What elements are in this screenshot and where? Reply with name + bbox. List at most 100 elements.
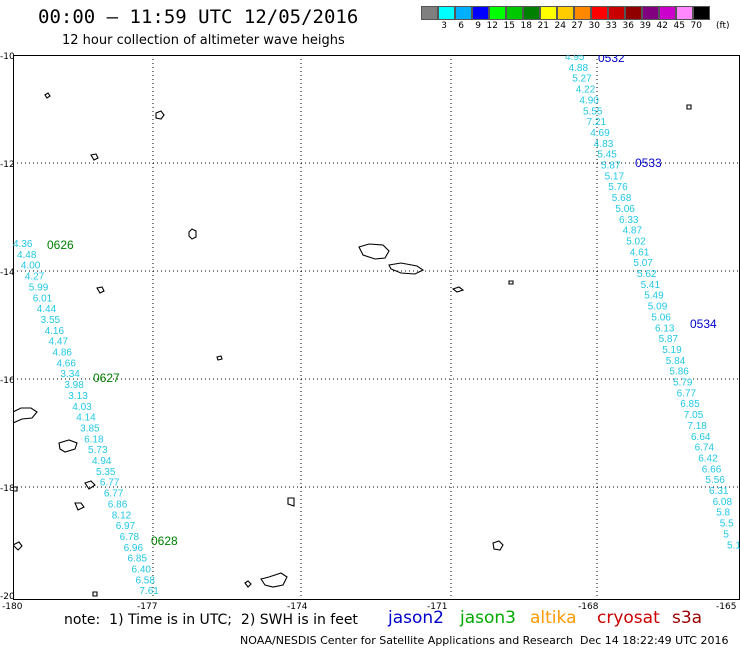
- legend-label: 45: [673, 21, 685, 31]
- legend-swatch: [574, 6, 591, 20]
- wave-height-value: 4.88: [569, 63, 589, 74]
- wave-height-value: 5.07: [633, 258, 653, 269]
- wave-height-value: 6.85: [128, 554, 148, 565]
- wave-height-value: 6.58: [135, 575, 155, 586]
- chart-title: 00:00 – 11:59 UTC 12/05/2016: [38, 6, 359, 28]
- legend-swatch: [591, 6, 608, 20]
- coastlines: [13, 92, 692, 597]
- map-grid: [13, 55, 740, 600]
- wave-height-value: 6.40: [132, 565, 152, 576]
- legend-label: 24: [554, 21, 566, 31]
- wave-height-value: 5.35: [96, 467, 116, 478]
- satellite-s3a: s3a: [672, 608, 703, 628]
- wave-height-value: 8.12: [112, 510, 132, 521]
- y-tick-label: -12: [0, 160, 15, 170]
- legend-swatch: [489, 6, 506, 20]
- legend-label: 70: [690, 21, 702, 31]
- wave-height-value: 4.87: [623, 226, 643, 237]
- legend-label: 42: [656, 21, 668, 31]
- legend-label: 21: [537, 21, 549, 31]
- wave-height-value: 5: [723, 529, 729, 540]
- x-tick-label: -177: [137, 602, 158, 612]
- wave-height-value: 5.06: [615, 204, 635, 215]
- wave-height-value: 5.02: [626, 236, 646, 247]
- wave-height-value: 5.27: [572, 74, 592, 85]
- satellite-jason2: jason2: [388, 608, 444, 628]
- satellite-cryosat: cryosat: [597, 608, 660, 628]
- wave-height-value: 5.41: [641, 280, 661, 291]
- wave-height-value: 6.85: [680, 399, 700, 410]
- wave-height-value: 5.49: [644, 291, 664, 302]
- wave-height-value: 5.55: [583, 106, 603, 117]
- wave-height-value: 3.85: [80, 423, 100, 434]
- wave-height-value: 6.13: [655, 323, 675, 334]
- wave-height-value: 5.87: [659, 334, 679, 345]
- wave-height-value: 5.99: [29, 282, 49, 293]
- wave-height-value: 4.83: [594, 139, 614, 150]
- wave-height-value: 4.69: [590, 128, 610, 139]
- wave-height-value: 6.01: [33, 293, 53, 304]
- wave-height-value: 5.19: [662, 345, 682, 356]
- wave-height-value: 5.06: [651, 312, 671, 323]
- legend-swatch: [625, 6, 642, 20]
- wave-height-value: 6.77: [104, 489, 124, 500]
- wave-height-value: 5.45: [597, 150, 617, 161]
- wave-height-value: 6.64: [691, 432, 711, 443]
- legend-swatch: [608, 6, 625, 20]
- wave-height-value: 6.96: [124, 543, 144, 554]
- legend-label: 27: [571, 21, 583, 31]
- wave-height-value: 6.42: [698, 453, 718, 464]
- satellite-jason3: jason3: [460, 608, 516, 628]
- wave-height-value: 3.98: [64, 380, 84, 391]
- wave-height-value: 5.09: [648, 302, 668, 313]
- y-tick-label: -16: [0, 376, 15, 386]
- wave-height-value: 6.97: [116, 521, 136, 532]
- wave-height-value: 6.74: [695, 443, 715, 454]
- satellite-altika: altika: [530, 608, 577, 628]
- time-label: 0532: [598, 55, 625, 65]
- wave-height-value: 4.00: [21, 261, 41, 272]
- wave-height-value: 6.33: [619, 215, 639, 226]
- jason2-track: 4.954.885.274.224.905.557.214.694.835.45…: [565, 55, 740, 551]
- legend-swatch: [659, 6, 676, 20]
- wave-height-value: 5.87: [601, 161, 621, 172]
- wave-height-value: 6.78: [120, 532, 140, 543]
- wave-height-value: 4.03: [72, 402, 92, 413]
- wave-height-value: 4.90: [579, 95, 599, 106]
- wave-height-value: 5.5: [720, 519, 734, 530]
- wave-height-value: 3.13: [68, 391, 88, 402]
- wave-height-value: 5.68: [612, 193, 632, 204]
- jason3-track: 4.364.484.004.275.996.014.443.554.164.47…: [13, 238, 178, 597]
- wave-height-value: 4.47: [49, 337, 69, 348]
- wave-height-value: 5.86: [669, 367, 689, 378]
- wave-height-value: 4.94: [92, 456, 112, 467]
- wave-height-value: 4.66: [56, 358, 76, 369]
- wave-height-value: 4.36: [13, 239, 33, 250]
- y-tick-label: -14: [0, 268, 15, 278]
- x-tick-label: -168: [578, 602, 599, 612]
- wave-height-value: 3.34: [60, 369, 80, 380]
- wave-height-value: 5.73: [88, 445, 108, 456]
- wave-height-value: 5.56: [705, 475, 725, 486]
- color-legend-unit: (ft): [716, 21, 730, 31]
- color-legend-bar: [421, 6, 710, 20]
- wave-height-value: 5.62: [637, 269, 657, 280]
- legend-label: 33: [605, 21, 617, 31]
- time-label: 0626: [47, 238, 74, 252]
- wave-height-value: 7.05: [684, 410, 704, 421]
- wave-height-value: 6.86: [108, 499, 128, 510]
- wave-height-value: 4.95: [565, 55, 585, 63]
- y-tick-label: -10: [0, 52, 15, 62]
- time-label: 0627: [93, 371, 120, 385]
- wave-height-value: 5.76: [608, 182, 628, 193]
- legend-swatch: [421, 6, 438, 20]
- legend-label: 9: [475, 21, 481, 31]
- time-label: 0628: [151, 534, 178, 548]
- legend-label: 36: [622, 21, 634, 31]
- wave-height-value: 6.77: [677, 388, 697, 399]
- chart-subtitle: 12 hour collection of altimeter wave hei…: [62, 33, 345, 48]
- legend-swatch: [693, 6, 710, 20]
- legend-label: 15: [503, 21, 515, 31]
- color-legend-labels: 3 6 9 12 15 18 21 24 27 30 33 36 39 42 45 70: [421, 21, 702, 31]
- wave-height-value: 6.77: [100, 478, 120, 489]
